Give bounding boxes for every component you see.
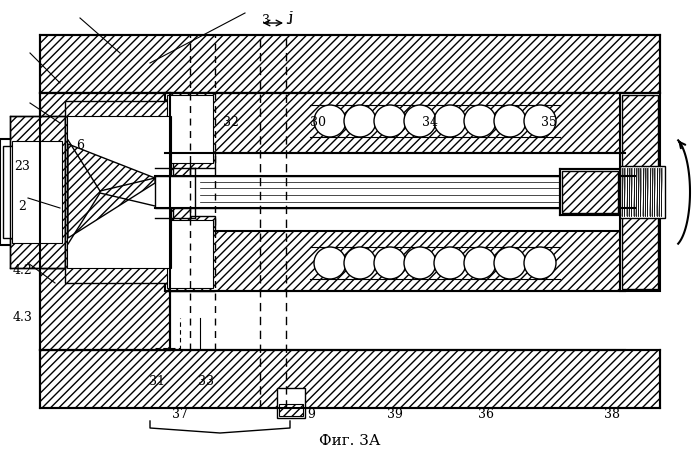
Text: 32: 32 bbox=[223, 116, 238, 129]
Bar bbox=[12, 141, 62, 243]
Circle shape bbox=[524, 105, 556, 137]
Bar bbox=[65, 101, 173, 283]
Bar bbox=[67, 116, 171, 268]
Bar bbox=[620, 166, 665, 218]
Polygon shape bbox=[68, 140, 150, 244]
Bar bbox=[562, 171, 618, 213]
Bar bbox=[165, 96, 190, 288]
Text: 33: 33 bbox=[199, 375, 214, 388]
Text: j: j bbox=[288, 11, 292, 24]
Circle shape bbox=[314, 105, 346, 137]
Circle shape bbox=[344, 247, 376, 279]
Bar bbox=[277, 388, 305, 418]
Text: Фиг. 3А: Фиг. 3А bbox=[319, 434, 380, 448]
Bar bbox=[167, 95, 213, 163]
Text: 31: 31 bbox=[150, 375, 165, 388]
Text: j: j bbox=[288, 11, 292, 24]
Text: 9: 9 bbox=[307, 408, 315, 421]
Bar bbox=[40, 35, 660, 93]
Circle shape bbox=[404, 105, 436, 137]
Bar bbox=[3, 146, 51, 238]
Text: 4.2: 4.2 bbox=[13, 264, 32, 277]
Circle shape bbox=[464, 105, 496, 137]
Bar bbox=[14, 149, 58, 235]
Bar bbox=[0, 139, 55, 245]
Bar bbox=[620, 93, 660, 291]
Text: 23: 23 bbox=[15, 160, 30, 173]
Text: 3: 3 bbox=[261, 14, 270, 27]
Text: 38: 38 bbox=[604, 408, 619, 421]
Text: 34: 34 bbox=[422, 116, 438, 129]
Bar bbox=[279, 404, 303, 416]
Circle shape bbox=[344, 105, 376, 137]
Text: 2: 2 bbox=[18, 200, 27, 213]
Polygon shape bbox=[68, 144, 155, 238]
Text: 39: 39 bbox=[387, 408, 403, 421]
Bar bbox=[560, 169, 620, 215]
Text: 37: 37 bbox=[173, 408, 188, 421]
Circle shape bbox=[314, 247, 346, 279]
Bar bbox=[155, 176, 635, 208]
Text: 6: 6 bbox=[76, 139, 85, 152]
Text: 4.3: 4.3 bbox=[13, 311, 32, 324]
Bar bbox=[622, 95, 658, 289]
Circle shape bbox=[464, 247, 496, 279]
Bar bbox=[10, 116, 65, 268]
Circle shape bbox=[404, 247, 436, 279]
Bar bbox=[167, 220, 213, 288]
Text: 30: 30 bbox=[310, 116, 326, 129]
Bar bbox=[40, 93, 170, 350]
Bar bbox=[42, 118, 167, 268]
Circle shape bbox=[434, 247, 466, 279]
Text: 36: 36 bbox=[478, 408, 493, 421]
Text: 35: 35 bbox=[541, 116, 556, 129]
Circle shape bbox=[374, 105, 406, 137]
Circle shape bbox=[524, 247, 556, 279]
Bar bbox=[165, 216, 215, 291]
Circle shape bbox=[494, 247, 526, 279]
Circle shape bbox=[494, 105, 526, 137]
Bar bbox=[40, 350, 660, 408]
Bar bbox=[165, 93, 625, 153]
Bar bbox=[165, 93, 215, 168]
Circle shape bbox=[434, 105, 466, 137]
Bar bbox=[165, 231, 625, 291]
Circle shape bbox=[374, 247, 406, 279]
